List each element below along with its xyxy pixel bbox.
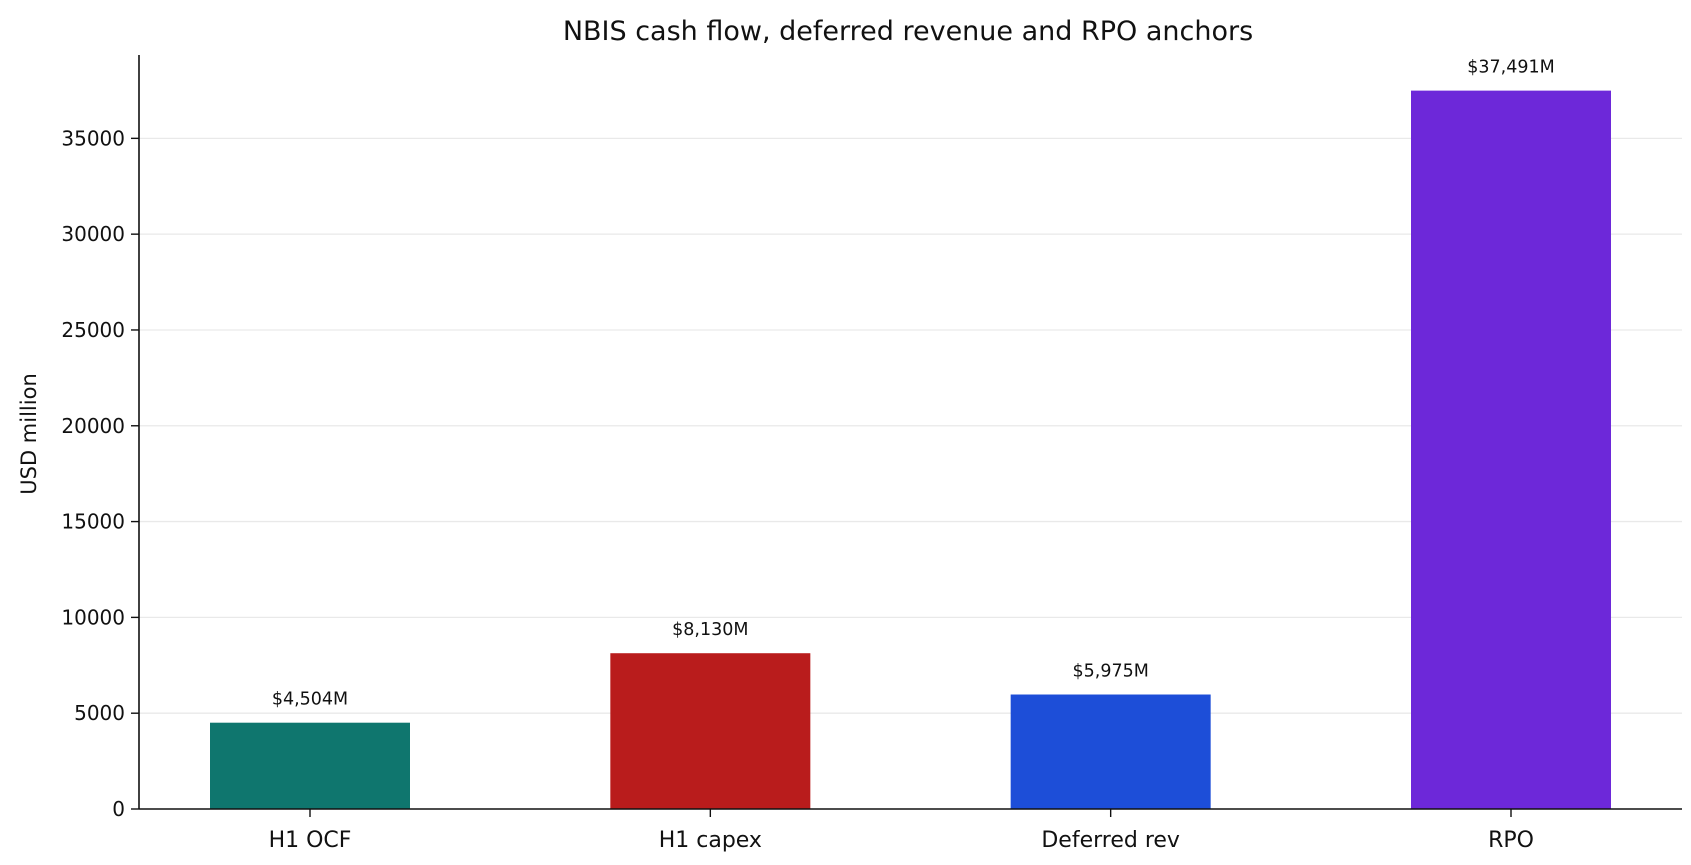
axes [138,55,1682,810]
y-tick-label-10000: 10000 [61,605,125,629]
y-tick-label-5000: 5000 [74,701,125,725]
y-tick-label-20000: 20000 [61,414,125,438]
y-axis-ticks: 0 5000 10000 15000 20000 25000 30000 35000 [61,126,139,821]
y-axis-title: USD million [17,373,41,495]
y-tick-label-0: 0 [112,797,125,821]
y-tick-label-15000: 15000 [61,510,125,534]
bar-value-label-h1-capex: $8,130M [672,620,748,640]
chart-title: NBIS cash flow, deferred revenue and RPO… [563,16,1253,47]
y-tick-label-30000: 30000 [61,222,125,246]
y-tick-label-25000: 25000 [61,318,125,342]
bars [210,90,1611,810]
x-tick-label-h1-ocf: H1 OCF [269,828,352,853]
bar-h1-capex [610,653,811,809]
bar-h1-ocf [210,722,410,809]
x-axis-ticks: H1 OCF H1 capex Deferred rev RPO [269,809,1534,853]
bar-deferred-rev [1010,694,1211,809]
bar-value-labels: $4,504M $8,130M $5,975M $37,491M [272,58,1555,710]
grid-lines [139,137,1682,714]
bar-value-label-deferred-rev: $5,975M [1072,662,1148,682]
bar-rpo [1411,90,1611,810]
bar-value-label-h1-ocf: $4,504M [272,690,348,710]
x-tick-label-rpo: RPO [1488,828,1534,853]
x-tick-label-h1-capex: H1 capex [659,828,762,853]
x-tick-label-deferred-rev: Deferred rev [1041,828,1180,853]
y-tick-label-35000: 35000 [61,126,125,150]
bar-value-label-rpo: $37,491M [1467,58,1554,78]
